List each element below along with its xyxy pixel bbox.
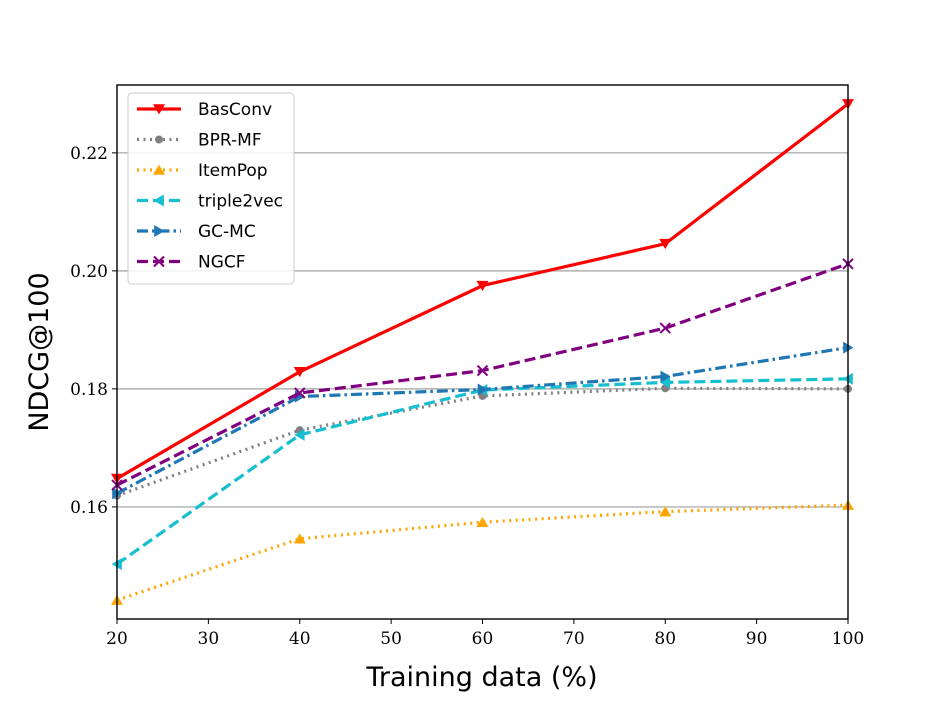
x-axis-label: Training data (%) [365,662,597,693]
legend-marker-itempop [153,164,165,175]
legend-label-triple2vec: triple2vec [198,192,283,212]
series-line-triple2vec [116,377,849,566]
series-line-ngcf [116,262,849,487]
series-triple2vec [111,372,853,571]
data-point-gc-mc [477,383,488,396]
x-tick-label: 90 [746,629,768,649]
legend-marker-ngcf [153,255,165,268]
axis-ticks: 0.16 0.18 0.20 0.22 20 30 40 50 60 70 80 90 100 [70,144,864,649]
data-point-triple2vec [659,376,671,389]
legend-label-gc-mc: GC-MC [198,222,256,242]
x-tick-label: 50 [380,629,402,649]
legend: BasConv BPR-MF ItemPop triple2vec GC-MC NGCF [127,92,295,285]
y-tick-label: 0.20 [70,262,108,282]
series-ngcf [111,258,854,491]
data-point-ngcf [294,387,306,399]
marker-x-stroke [476,364,489,377]
legend-label-ngcf: NGCF [198,253,246,273]
legend-item-itempop: ItemPop [137,161,268,181]
x-tick-label: 20 [106,629,128,649]
legend-item-ngcf: NGCF [137,253,246,273]
data-point-itempop [659,506,672,517]
data-point-ngcf [659,322,671,334]
y-tick-label: 0.22 [70,144,108,164]
series-line-bpr-mf [116,386,849,498]
marker-x-stroke [659,322,671,334]
x-tick-label: 100 [832,629,864,649]
x-tick-label: 30 [198,629,220,649]
data-point-itempop [476,516,489,528]
legend-marker-triple2vec [153,194,164,207]
series-bpr-mf [113,384,852,500]
x-tick-label: 80 [654,629,676,649]
series-gc-mc [112,341,854,500]
legend-item-basconv: BasConv [137,100,272,120]
data-point-basconv [293,366,306,378]
legend-item-triple2vec: triple2vec [137,192,283,212]
legend-label-basconv: BasConv [198,100,272,120]
x-tick-label: 40 [289,629,311,649]
series-itempop [111,499,854,605]
legend-item-gc-mc: GC-MC [137,222,256,242]
y-tick-label: 0.18 [70,380,108,400]
legend-item-bpr-mf: BPR-MF [137,131,262,151]
legend-label-bpr-mf: BPR-MF [198,131,262,151]
marker-x-stroke [153,255,165,268]
legend-marker-gc-mc [154,225,165,237]
legend-label-itempop: ItemPop [198,161,268,181]
data-point-basconv [476,280,489,292]
data-point-gc-mc [660,370,671,383]
y-axis-label: NDCG@100 [24,272,55,431]
data-point-triple2vec [294,428,305,441]
x-tick-label: 60 [472,629,494,649]
legend-marker-basconv [153,104,165,115]
y-tick-label: 0.16 [70,498,108,518]
x-tick-label: 70 [563,629,585,649]
marker-x-stroke [294,387,306,399]
data-point-itempop [293,533,306,544]
legend-marker-bpr-mf [155,135,163,144]
data-point-ngcf [476,364,489,377]
data-point-basconv [659,238,672,250]
